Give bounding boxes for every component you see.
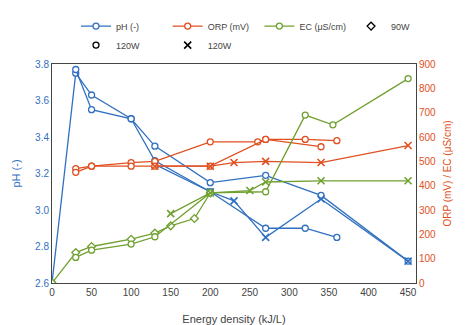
svg-text:3.4: 3.4 [35, 132, 49, 143]
svg-text:3.8: 3.8 [35, 59, 49, 70]
svg-text:ORP (mV) / EC (μS/cm): ORP (mV) / EC (μS/cm) [442, 120, 453, 226]
svg-text:ORP (mV): ORP (mV) [208, 22, 249, 32]
svg-text:800: 800 [419, 83, 436, 94]
svg-text:3.2: 3.2 [35, 168, 49, 179]
svg-text:200: 200 [419, 229, 436, 240]
svg-text:2.8: 2.8 [35, 241, 49, 252]
svg-text:50: 50 [86, 287, 98, 298]
svg-text:400: 400 [419, 180, 436, 191]
svg-text:120W: 120W [208, 41, 232, 51]
svg-text:200: 200 [202, 287, 219, 298]
svg-text:450: 450 [400, 287, 417, 298]
svg-text:100: 100 [419, 253, 436, 264]
svg-text:600: 600 [419, 132, 436, 143]
svg-text:EC (μS/cm): EC (μS/cm) [299, 22, 346, 32]
svg-text:Energy density (kJ/L): Energy density (kJ/L) [182, 313, 285, 325]
svg-text:90W: 90W [391, 22, 410, 32]
svg-text:0: 0 [49, 287, 55, 298]
svg-text:120W: 120W [116, 41, 140, 51]
svg-text:100: 100 [123, 287, 140, 298]
svg-text:300: 300 [281, 287, 298, 298]
svg-text:0: 0 [419, 278, 425, 289]
svg-text:250: 250 [241, 287, 258, 298]
svg-text:700: 700 [419, 107, 436, 118]
svg-text:3.6: 3.6 [35, 95, 49, 106]
svg-text:3.0: 3.0 [35, 205, 49, 216]
svg-text:pH (-): pH (-) [10, 159, 22, 187]
svg-text:2.6: 2.6 [35, 278, 49, 289]
svg-text:300: 300 [419, 205, 436, 216]
svg-text:500: 500 [419, 156, 436, 167]
svg-text:900: 900 [419, 59, 436, 70]
svg-text:350: 350 [321, 287, 338, 298]
svg-text:150: 150 [162, 287, 179, 298]
svg-text:400: 400 [360, 287, 377, 298]
svg-text:pH (-): pH (-) [116, 22, 139, 32]
